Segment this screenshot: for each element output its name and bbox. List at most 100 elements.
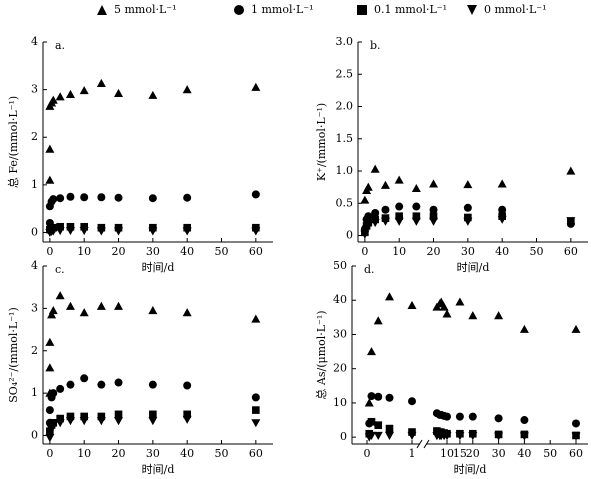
data-point [371, 208, 380, 217]
data-point [48, 227, 58, 236]
legend-label: 0.1 mmol·L⁻¹ [374, 3, 448, 16]
data-point [96, 301, 106, 310]
data-point [148, 380, 157, 389]
y-tick-label: 2 [31, 130, 38, 143]
x-tick-label: 20 [112, 245, 126, 258]
x-tick-label: 30 [461, 245, 475, 258]
data-point [566, 166, 576, 175]
x-tick-label: 1 [409, 447, 416, 460]
x-tick-label: 40 [180, 447, 194, 460]
data-point [494, 432, 504, 441]
data-point [381, 205, 390, 214]
data-point [55, 419, 65, 428]
data-point [463, 203, 472, 212]
legend-label: 5 mmol·L⁻¹ [114, 3, 177, 16]
data-point [66, 412, 75, 421]
data-point [252, 406, 260, 414]
data-point [66, 222, 75, 231]
data-point [96, 227, 106, 236]
data-point [395, 212, 403, 220]
data-point [374, 392, 383, 401]
data-point [56, 222, 64, 231]
data-point [385, 292, 394, 301]
data-point [394, 217, 404, 226]
data-point [55, 291, 65, 300]
x-tick-label: 60 [564, 245, 578, 258]
data-point [363, 222, 373, 231]
x-axis-label: 时间/d [457, 261, 490, 274]
data-point [55, 226, 65, 236]
x-tick-label: 15 [453, 447, 467, 460]
data-point [45, 363, 55, 372]
y-tick-label: 1.0 [336, 164, 354, 177]
data-point [519, 432, 529, 441]
panel-label: b. [370, 39, 381, 52]
data-point [385, 393, 394, 402]
data-point [182, 85, 192, 94]
x-tick-label: 0 [364, 447, 371, 460]
y-tick-label: 50 [333, 259, 347, 272]
data-point [463, 180, 473, 189]
data-point [149, 410, 157, 419]
data-point [571, 432, 581, 441]
data-point [65, 417, 75, 426]
data-point [45, 406, 54, 415]
data-point [114, 227, 124, 236]
data-point [79, 308, 89, 317]
data-point [148, 194, 157, 203]
data-point [442, 432, 452, 441]
legend-item: 5 mmol·L⁻¹ [96, 3, 177, 16]
data-point [183, 193, 192, 202]
data-point [182, 415, 192, 424]
data-point [395, 202, 404, 211]
legend-item: 0.1 mmol·L⁻¹ [356, 3, 447, 16]
data-point [572, 419, 580, 428]
data-point [79, 86, 89, 95]
data-point [80, 222, 88, 231]
axis-break-mark [416, 439, 423, 449]
x-tick-label: 40 [517, 447, 531, 460]
y-tick-label: 2.0 [336, 100, 354, 113]
data-point [385, 431, 394, 440]
x-tick-label: 50 [215, 447, 229, 460]
data-point [367, 417, 376, 426]
y-tick-label: 3.0 [336, 35, 354, 48]
y-tick-label: 1 [31, 178, 38, 191]
data-point [436, 297, 446, 306]
data-point [97, 193, 106, 202]
x-axis-label: 时间/d [454, 463, 487, 476]
x-tick-label: 0 [46, 447, 53, 460]
legend-label: 0 mmol·L⁻¹ [484, 3, 547, 16]
triangle-down-marker-icon [467, 4, 477, 15]
x-tick-label: 60 [249, 447, 263, 460]
panel-label: a. [55, 39, 65, 52]
circle-marker-icon [234, 4, 244, 15]
data-point [45, 144, 55, 153]
data-point [443, 412, 451, 421]
data-point [114, 88, 124, 98]
data-point [455, 297, 465, 306]
data-point [80, 374, 89, 383]
data-point [97, 412, 106, 421]
data-point [49, 389, 58, 398]
data-point [48, 306, 58, 315]
x-tick-label: 50 [530, 245, 544, 258]
x-tick-label: 30 [146, 447, 160, 460]
x-tick-label: 20 [427, 245, 441, 258]
y-tick-label: 0 [31, 225, 38, 238]
data-point [114, 417, 124, 426]
data-point [114, 378, 123, 387]
data-point [66, 380, 75, 389]
x-tick-label: 30 [146, 245, 160, 258]
x-tick-label: 40 [495, 245, 509, 258]
y-axis-label: 总 As/(μmol·L⁻¹) [314, 310, 328, 399]
y-tick-label: 0 [340, 430, 347, 443]
data-point [367, 347, 376, 356]
data-point [114, 301, 124, 310]
y-axis-label: 总 Fe/(mmol·L⁻¹) [6, 96, 20, 188]
data-point [56, 414, 64, 423]
data-point [65, 89, 75, 98]
data-point [46, 427, 54, 436]
legend-item: 0 mmol·L⁻¹ [466, 3, 547, 16]
